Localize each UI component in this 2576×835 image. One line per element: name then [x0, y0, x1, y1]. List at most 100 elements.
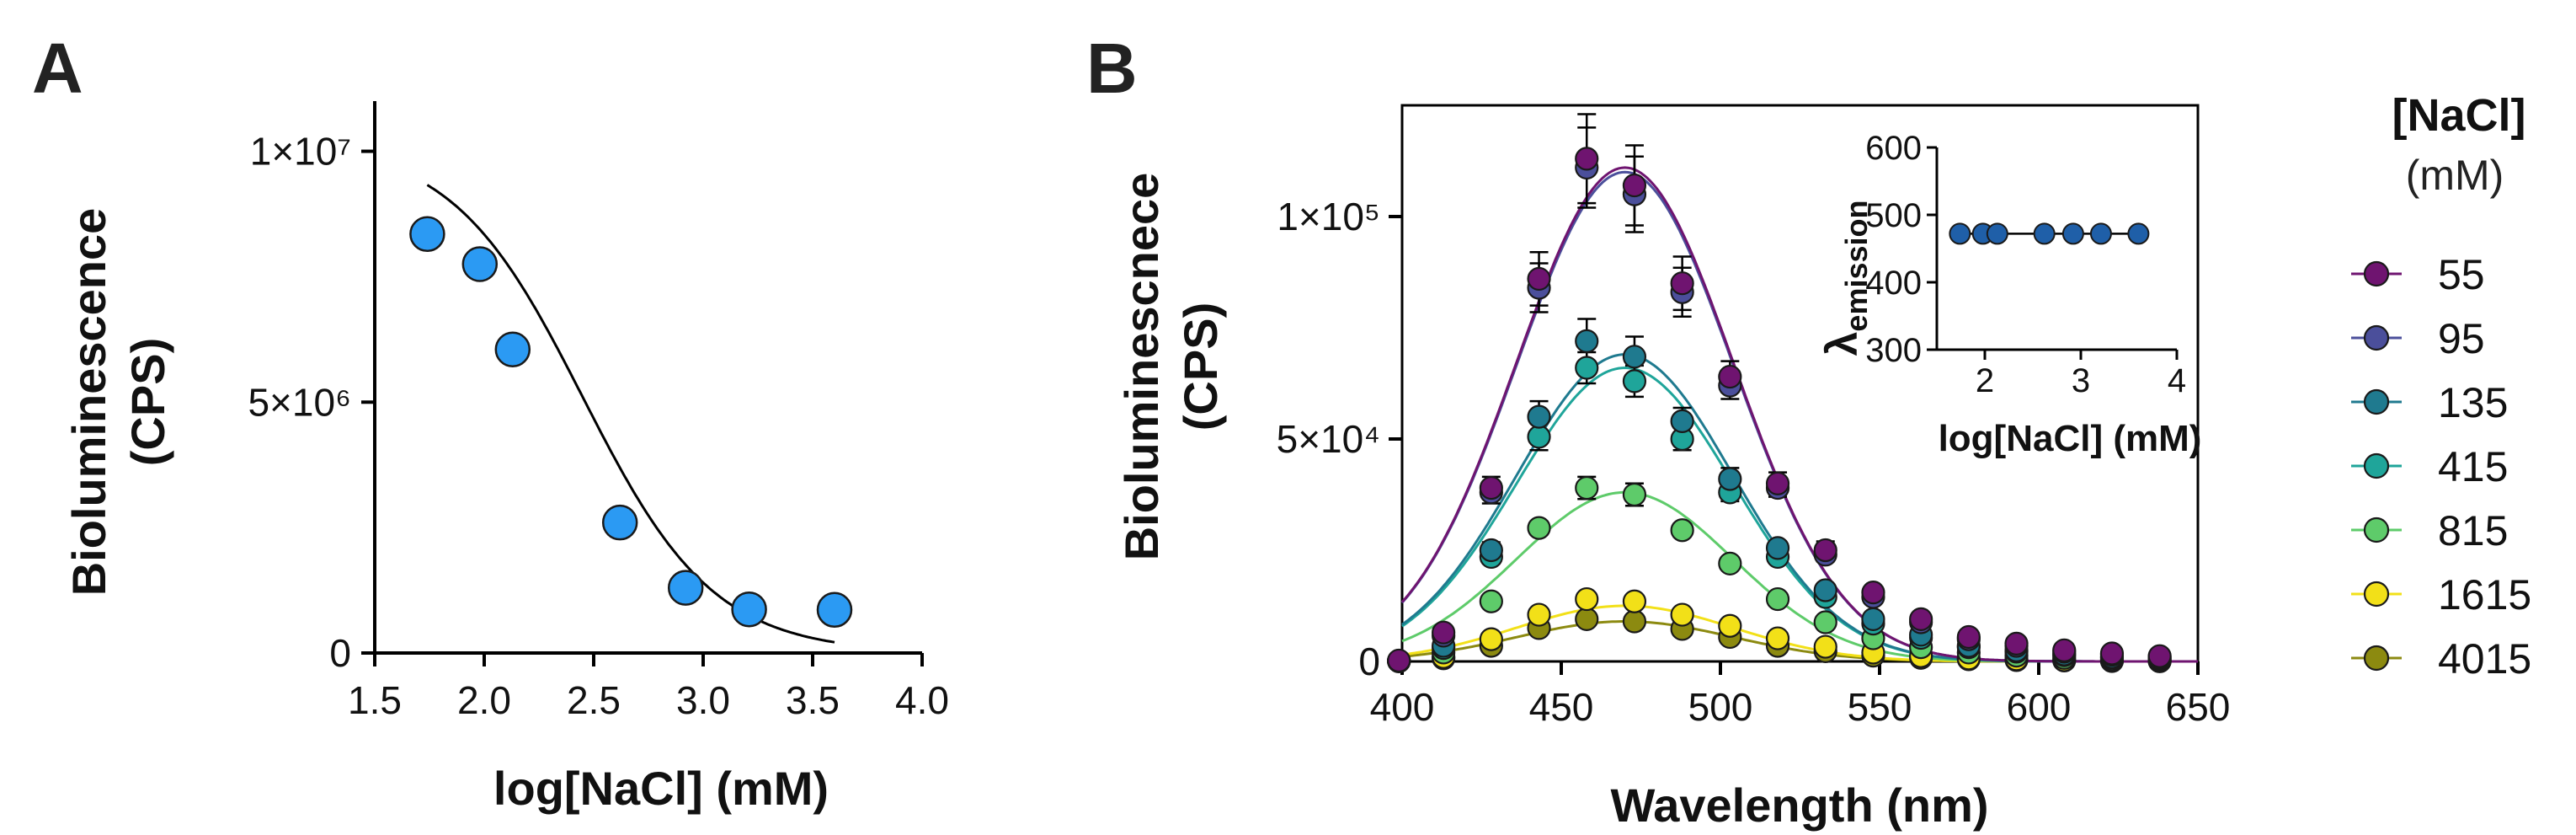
chart-b-point-1615 — [1670, 602, 1694, 627]
chart-b-point-55 — [1479, 475, 1503, 500]
chart-b-point-55 — [1670, 271, 1694, 296]
chart-a-y-tick-label: 0 — [329, 631, 351, 675]
inset-y-tick-label: 500 — [1865, 197, 1922, 234]
chart-b-point-815 — [1765, 586, 1790, 612]
legend-marker — [2363, 388, 2390, 415]
legend-item-4015: 4015 — [2351, 635, 2531, 682]
chart-b-point-55 — [2052, 638, 2077, 662]
chart-b-point-1615 — [1575, 586, 1599, 612]
chart-b-point-55 — [2099, 641, 2125, 666]
legend-item-95: 95 — [2351, 315, 2485, 362]
chart-b-point-55 — [2147, 644, 2172, 668]
chart-b-point-135 — [1861, 607, 1885, 631]
chart-b-fit-1615 — [1401, 604, 2198, 663]
legend-items: 55 95 135 415 815 1615 4015 — [2351, 251, 2531, 682]
legend-item-415: 415 — [2351, 443, 2508, 490]
chart-a: 1.5 2.0 2.5 3.0 3.5 4.0 0 5×10⁶ 1×10⁷ log[NaCl]… — [62, 101, 949, 815]
chart-b-inset: 2 3 4 300 400 500 600 log[NaCl] (mM) λemissio… — [1818, 130, 2201, 459]
chart-b-point-815 — [1718, 551, 1742, 575]
inset-y-ticks: 300 400 500 600 — [1865, 130, 1937, 369]
legend-label: 135 — [2438, 379, 2508, 426]
inset-data-point — [1949, 222, 1971, 245]
chart-b-x-tick-label: 400 — [1370, 685, 1435, 729]
legend-title: [NaCl] — [2392, 90, 2526, 141]
chart-a-y-tick-label: 5×10⁶ — [248, 380, 351, 424]
inset-x-tick-label: 3 — [2072, 362, 2090, 399]
inset-axes — [1935, 147, 2177, 351]
legend-item-1615: 1615 — [2351, 571, 2531, 618]
inset-data-point — [2033, 222, 2056, 245]
chart-b-fit-415 — [1401, 366, 2198, 663]
legend-label: 4015 — [2438, 635, 2531, 682]
chart-a-x-axis-title: log[NaCl] (mM) — [493, 762, 829, 815]
chart-b-x-axis-title: Wavelength (nm) — [1610, 779, 1988, 832]
inset-data-point — [1986, 222, 2008, 245]
chart-b-point-815 — [1479, 589, 1503, 613]
chart-a-y-tick-label: 1×10⁷ — [250, 130, 351, 174]
chart-b-x-tick-label: 500 — [1688, 685, 1753, 729]
chart-a-x-tick-label: 2.5 — [567, 678, 621, 722]
panel-b-label: B — [1086, 29, 1138, 108]
legend-label: 415 — [2438, 443, 2508, 490]
chart-b-point-55 — [1387, 648, 1411, 673]
chart-a-y-axis-title-line1: Bioluminescence — [62, 208, 115, 597]
chart-b-point-55 — [1909, 607, 1933, 631]
chart-a-fit-curve — [426, 184, 835, 644]
chart-a-x-tick-label: 3.0 — [676, 678, 730, 722]
inset-x-ticks: 2 3 4 — [1976, 350, 2186, 399]
chart-b-point-55 — [1622, 173, 1647, 198]
chart-b-axes — [1400, 104, 2200, 663]
chart-b-plot-frame — [1400, 104, 2200, 663]
chart-b-point-815 — [1622, 482, 1647, 507]
chart-b-point-55 — [1765, 471, 1790, 495]
inset-y-axis-title-main: λ — [1818, 331, 1867, 356]
chart-b-point-135 — [1575, 329, 1599, 353]
chart-b-point-55 — [1813, 538, 1837, 563]
chart-b-x-tick-label: 550 — [1848, 685, 1912, 729]
chart-b-point-815 — [1670, 518, 1694, 543]
legend-item-55: 55 — [2351, 251, 2485, 298]
chart-b-x-tick-label: 450 — [1529, 685, 1594, 729]
inset-y-axis-title-sub: emission — [1839, 201, 1874, 332]
chart-b-point-135 — [1670, 409, 1694, 433]
legend-marker — [2363, 452, 2390, 479]
inset-y-tick-label: 400 — [1865, 265, 1922, 302]
legend-label: 1615 — [2438, 571, 2531, 618]
legend-label: 55 — [2438, 251, 2485, 298]
chart-a-data-point — [601, 504, 638, 541]
inset-points — [1949, 222, 2150, 245]
chart-a-y-ticks: 0 5×10⁶ 1×10⁷ — [248, 130, 375, 675]
chart-b-point-815 — [1575, 475, 1599, 500]
chart-b-y-tick-label: 1×10⁵ — [1277, 195, 1380, 238]
chart-b-x-tick-label: 600 — [2007, 685, 2072, 729]
chart-b-point-1615 — [1479, 627, 1503, 651]
chart-b-point-815 — [1813, 610, 1837, 634]
chart-a-x-tick-label: 4.0 — [895, 678, 949, 722]
inset-data-point — [2089, 222, 2112, 245]
chart-b-point-55 — [1956, 624, 1981, 650]
chart-a-data-point — [731, 591, 767, 628]
chart-b-x-ticks: 400 450 500 550 600 650 — [1370, 661, 2230, 729]
chart-b-points — [1387, 147, 2172, 673]
chart-a-x-tick-label: 3.5 — [786, 678, 840, 722]
legend-unit: (mM) — [2406, 152, 2504, 199]
chart-b-point-55 — [1718, 364, 1742, 389]
chart-a-data-point — [816, 591, 853, 629]
panel-a-label: A — [32, 29, 83, 108]
chart-a-data-point — [494, 331, 531, 367]
legend-item-135: 135 — [2351, 379, 2508, 426]
inset-y-axis-title: λemission — [1818, 201, 1874, 356]
chart-b-point-135 — [1718, 467, 1742, 491]
chart-a-data-point — [409, 216, 445, 253]
chart-b-point-135 — [1765, 536, 1790, 560]
svg-text:λemission: λemission — [1818, 201, 1874, 356]
chart-a-axes — [373, 101, 922, 655]
chart-a-fit — [426, 184, 835, 644]
inset-data-point — [2061, 222, 2084, 245]
inset-x-tick-label: 4 — [2168, 362, 2186, 399]
chart-b: 400 450 500 550 600 650 0 5×10⁴ 1×10⁵ Wavelengt… — [1115, 104, 2230, 832]
chart-b-point-55 — [1861, 581, 1885, 605]
inset-y-tick-label: 300 — [1865, 332, 1922, 369]
chart-a-x-tick-label: 2.0 — [457, 678, 511, 722]
